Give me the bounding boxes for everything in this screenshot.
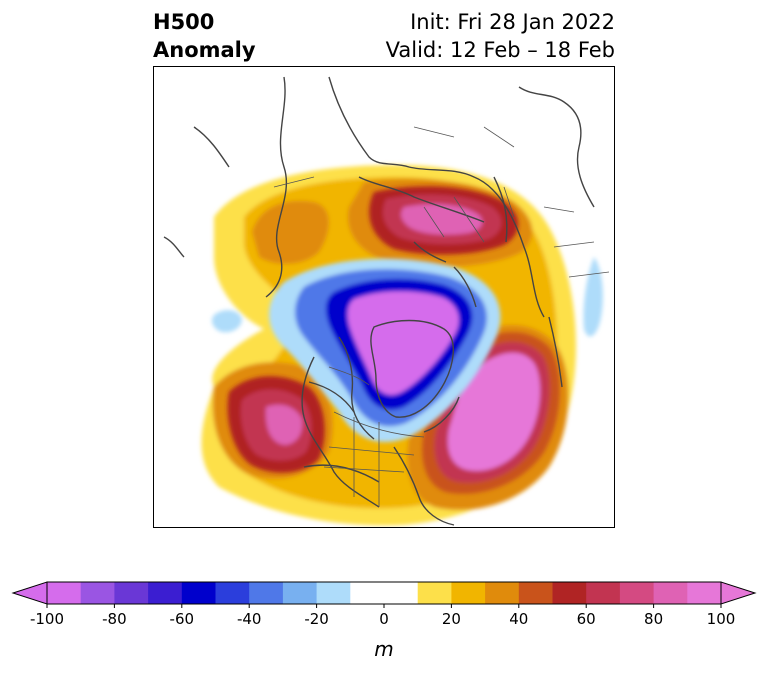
negative-anomaly-region xyxy=(211,257,603,443)
colorbar-bin xyxy=(249,582,284,604)
title-variable: H500 xyxy=(153,10,215,34)
colorbar-bin xyxy=(47,582,82,604)
colorbar-unit-label: m xyxy=(374,637,393,661)
colorbar-bin xyxy=(619,582,655,604)
colorbar-bin xyxy=(316,582,351,604)
init-date: Init: Fri 28 Jan 2022 xyxy=(410,10,615,34)
colorbar-bin xyxy=(114,582,149,604)
anomaly-map xyxy=(153,66,615,528)
colorbar-tick-label: 0 xyxy=(379,610,389,628)
colorbar-tick-label: 40 xyxy=(509,610,528,628)
colorbar-tick-label: 80 xyxy=(644,610,663,628)
colorbar-extend-low xyxy=(11,581,48,605)
colorbar-bin xyxy=(282,582,318,604)
colorbar-bin xyxy=(552,582,587,604)
colorbar-bin xyxy=(80,582,115,604)
colorbar-bin xyxy=(148,582,183,604)
colorbar-extend-high xyxy=(720,581,757,605)
colorbar: -100 -80 -60 -40 -20 0 20 40 60 80 100 m xyxy=(0,578,768,668)
political-boundaries xyxy=(273,126,610,507)
title-field: Anomaly xyxy=(153,38,256,62)
map-title: H500 Anomaly xyxy=(153,8,256,64)
colorbar-bin xyxy=(181,582,216,604)
colorbar-bin xyxy=(215,582,250,604)
colorbar-tick-label: 60 xyxy=(577,610,596,628)
colorbar-bin xyxy=(586,582,621,604)
colorbar-bin xyxy=(451,582,486,604)
colorbar-tick-label: 20 xyxy=(442,610,461,628)
colorbar-tick-label: -20 xyxy=(304,610,329,628)
map-canvas xyxy=(163,76,610,526)
colorbar-svg: -100 -80 -60 -40 -20 0 20 40 60 80 100 m xyxy=(11,581,757,661)
colorbar-tick-label: -40 xyxy=(237,610,262,628)
colorbar-tick-label: -60 xyxy=(170,610,195,628)
colorbar-bin xyxy=(518,582,553,604)
colorbar-bin xyxy=(384,582,419,604)
colorbar-bin xyxy=(485,582,520,604)
valid-period: Valid: 12 Feb – 18 Feb xyxy=(385,38,615,62)
map-dates: Init: Fri 28 Jan 2022 Valid: 12 Feb – 18… xyxy=(386,8,615,64)
colorbar-bin xyxy=(687,582,722,604)
colorbar-bin xyxy=(653,582,688,604)
colorbar-bin xyxy=(350,582,385,604)
colorbar-tick-label: -100 xyxy=(30,610,64,628)
colorbar-bin xyxy=(417,582,452,604)
colorbar-tick-label: 100 xyxy=(707,610,736,628)
positive-anomaly-cores xyxy=(227,186,560,494)
colorbar-tick-label: -80 xyxy=(102,610,127,628)
